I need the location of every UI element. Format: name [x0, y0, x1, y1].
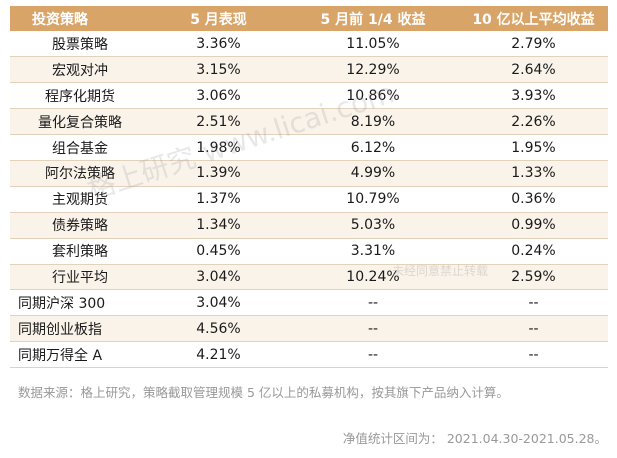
cell-pre-may-quarter-return: 10.79%: [287, 186, 459, 213]
cell-may-performance: 4.21%: [150, 341, 287, 369]
data-source-note: 数据来源：格上研究，策略截取管理规模 5 亿以上的私募机构，按其旗下产品纳入计算…: [18, 385, 509, 400]
cell-10b-avg-return: 2.79%: [459, 31, 608, 58]
table-row: 同期沪深 300 3.04% -- --: [10, 289, 608, 317]
cell-pre-may-quarter-return: 12.29%: [287, 56, 459, 84]
header-may-performance: 5 月表现: [150, 6, 287, 31]
cell-pre-may-quarter-return: --: [287, 289, 459, 317]
table-row: 同期万得全 A 4.21% -- --: [10, 341, 608, 369]
table-row: 行业平均 3.04% 10.24% 2.59%: [10, 264, 608, 291]
cell-pre-may-quarter-return: 5.03%: [287, 212, 459, 239]
cell-10b-avg-return: --: [459, 289, 608, 317]
cell-pre-may-quarter-return: 6.12%: [287, 134, 459, 161]
cell-strategy-name: 套利策略: [10, 238, 150, 265]
cell-may-performance: 2.51%: [150, 108, 287, 136]
cell-10b-avg-return: 0.99%: [459, 212, 608, 239]
table-row: 股票策略 3.36% 11.05% 2.79%: [10, 31, 608, 58]
cell-strategy-name: 股票策略: [10, 31, 150, 58]
cell-strategy-name: 同期创业板指: [10, 315, 150, 343]
table-header: 投资策略 5 月表现 5 月前 1/4 收益 10 亿以上平均收益: [10, 6, 608, 31]
table-row: 同期创业板指 4.56% -- --: [10, 315, 608, 343]
cell-may-performance: 3.04%: [150, 264, 287, 291]
cell-strategy-name: 阿尔法策略: [10, 160, 150, 187]
table-row: 量化复合策略 2.51% 8.19% 2.26%: [10, 108, 608, 136]
header-10b-avg-return: 10 亿以上平均收益: [459, 6, 608, 31]
cell-may-performance: 1.34%: [150, 212, 287, 239]
cell-strategy-name: 债券策略: [10, 212, 150, 239]
header-pre-may-quarter-return: 5 月前 1/4 收益: [287, 6, 459, 31]
cell-may-performance: 1.98%: [150, 134, 287, 161]
cell-strategy-name: 同期万得全 A: [10, 341, 150, 369]
table-row: 阿尔法策略 1.39% 4.99% 1.33%: [10, 160, 608, 187]
cell-pre-may-quarter-return: --: [287, 341, 459, 369]
cell-may-performance: 1.39%: [150, 160, 287, 187]
cell-10b-avg-return: 2.64%: [459, 56, 608, 84]
cell-10b-avg-return: --: [459, 341, 608, 369]
table-row: 主观期货 1.37% 10.79% 0.36%: [10, 186, 608, 213]
cell-10b-avg-return: 1.33%: [459, 160, 608, 187]
cell-may-performance: 3.15%: [150, 56, 287, 84]
cell-strategy-name: 主观期货: [10, 186, 150, 213]
cell-10b-avg-return: 3.93%: [459, 82, 608, 110]
cell-pre-may-quarter-return: 4.99%: [287, 160, 459, 187]
cell-pre-may-quarter-return: 10.24%: [287, 264, 459, 291]
cell-may-performance: 3.06%: [150, 82, 287, 110]
cell-pre-may-quarter-return: 3.31%: [287, 238, 459, 265]
cell-strategy-name: 组合基金: [10, 134, 150, 161]
cell-pre-may-quarter-return: 10.86%: [287, 82, 459, 110]
cell-10b-avg-return: 1.95%: [459, 134, 608, 161]
cell-strategy-name: 程序化期货: [10, 82, 150, 110]
cell-10b-avg-return: 0.24%: [459, 238, 608, 265]
table-row: 套利策略 0.45% 3.31% 0.24%: [10, 238, 608, 265]
cell-10b-avg-return: 2.59%: [459, 264, 608, 291]
statistics-period: 净值统计区间为： 2021.04.30-2021.05.28。: [342, 431, 607, 446]
table-row: 组合基金 1.98% 6.12% 1.95%: [10, 134, 608, 161]
cell-may-performance: 3.36%: [150, 31, 287, 58]
cell-strategy-name: 宏观对冲: [10, 56, 150, 84]
header-row: 投资策略 5 月表现 5 月前 1/4 收益 10 亿以上平均收益: [10, 6, 608, 31]
table-row: 程序化期货 3.06% 10.86% 3.93%: [10, 82, 608, 110]
cell-pre-may-quarter-return: 8.19%: [287, 108, 459, 136]
cell-10b-avg-return: 0.36%: [459, 186, 608, 213]
cell-pre-may-quarter-return: --: [287, 315, 459, 343]
cell-strategy-name: 量化复合策略: [10, 108, 150, 136]
cell-strategy-name: 同期沪深 300: [10, 289, 150, 317]
cell-10b-avg-return: 2.26%: [459, 108, 608, 136]
cell-may-performance: 3.04%: [150, 289, 287, 317]
header-strategy: 投资策略: [10, 6, 150, 31]
cell-pre-may-quarter-return: 11.05%: [287, 31, 459, 58]
cell-may-performance: 0.45%: [150, 238, 287, 265]
cell-may-performance: 1.37%: [150, 186, 287, 213]
table-row: 宏观对冲 3.15% 12.29% 2.64%: [10, 56, 608, 84]
cell-10b-avg-return: --: [459, 315, 608, 343]
table-row: 债券策略 1.34% 5.03% 0.99%: [10, 212, 608, 239]
cell-strategy-name: 行业平均: [10, 264, 150, 291]
table-body: 股票策略 3.36% 11.05% 2.79% 宏观对冲 3.15% 12.29% 2.64%…: [10, 31, 608, 369]
cell-may-performance: 4.56%: [150, 315, 287, 343]
strategy-performance-table: 投资策略 5 月表现 5 月前 1/4 收益 10 亿以上平均收益 股票策略 3.…: [10, 6, 608, 369]
strategy-performance-table-container: 投资策略 5 月表现 5 月前 1/4 收益 10 亿以上平均收益 股票策略 3.…: [10, 6, 608, 369]
